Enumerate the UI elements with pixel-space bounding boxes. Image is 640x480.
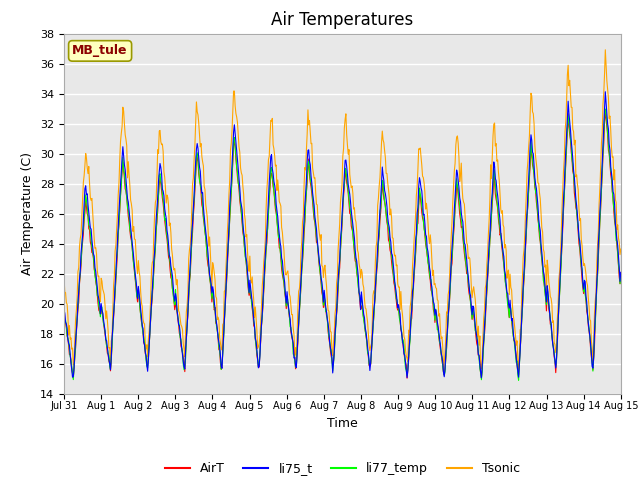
- Y-axis label: Air Temperature (C): Air Temperature (C): [22, 152, 35, 275]
- X-axis label: Time: Time: [327, 417, 358, 430]
- Title: Air Temperatures: Air Temperatures: [271, 11, 413, 29]
- Legend: AirT, li75_t, li77_temp, Tsonic: AirT, li75_t, li77_temp, Tsonic: [160, 457, 525, 480]
- Text: MB_tule: MB_tule: [72, 44, 128, 58]
